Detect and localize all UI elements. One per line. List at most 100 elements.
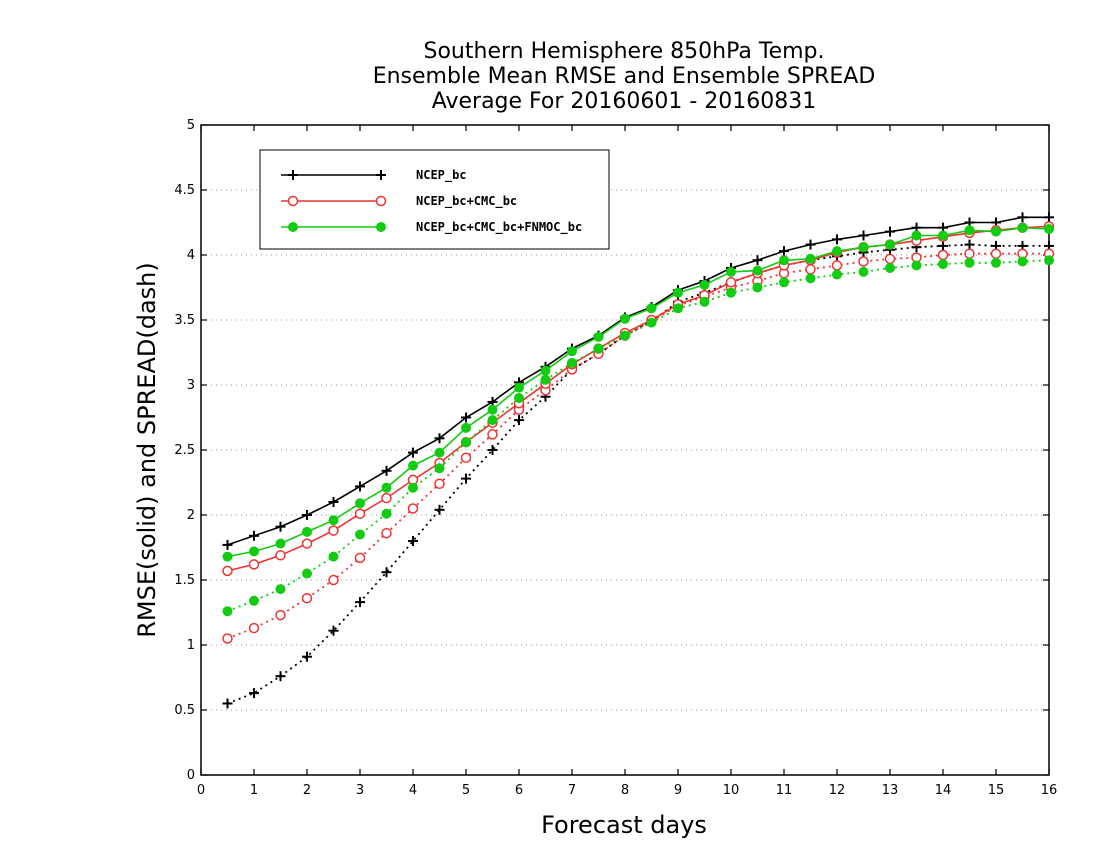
rmse-point [540,365,551,376]
x-tick-label: 2 [303,783,311,798]
spread-point [805,273,816,284]
spread-point [752,282,763,293]
spread-point [381,527,392,539]
rmse-point [461,422,471,433]
spread-point [408,482,418,493]
spread-point [222,606,233,617]
spread-point [514,415,524,426]
spread-point [487,415,498,426]
x-tick-label: 11 [776,783,793,798]
spread-point [275,671,286,682]
spread-point [779,277,789,288]
rmse-point [699,279,710,290]
spread-point [461,437,471,448]
rmse-line-ncep-bc-cmc-bc [227,225,1050,572]
x-tick-label: 14 [935,783,952,798]
spread-point [593,343,604,354]
spread-point [831,260,843,271]
legend-marker [288,222,298,232]
rmse-point [832,246,842,257]
spread-point [858,266,869,277]
x-tick-label: 15 [988,783,1005,798]
series-ncep-bc [222,212,1054,709]
spread-point [938,240,948,251]
x-axis-label: Forecast days [541,811,707,839]
rmse-point [355,498,365,509]
x-tick-label: 12 [829,783,846,798]
rmse-point [726,266,736,277]
spread-point [1017,256,1028,267]
rmse-line-ncep-bc-cmc-bc-fnmoc-bc [227,226,1050,558]
chart-title-line-2: Ensemble Mean RMSE and Ensemble SPREAD [373,64,876,89]
y-tick-label: 4 [187,248,195,263]
x-tick-label: 3 [356,783,364,798]
x-tick-label: 13 [882,783,899,798]
spread-point [434,504,445,515]
x-tick-label: 5 [462,783,470,798]
rmse-point [275,550,286,561]
y-tick-label: 4.5 [174,183,195,198]
y-tick-label: 3.5 [174,313,195,328]
spread-point [461,473,471,484]
spread-point [884,253,896,265]
y-tick-label: 0 [187,768,195,783]
spread-point [938,259,948,270]
rmse-point [381,465,392,476]
rmse-point [620,313,630,324]
chart-title-line-3: Average For 20160601 - 20160831 [432,89,817,114]
spread-point [805,264,816,275]
spread-point [381,508,392,519]
rmse-point [381,492,392,504]
rmse-point [328,525,339,536]
rmse-point [673,287,683,298]
spread-point [885,263,895,273]
spread-point [301,592,313,604]
spread-point [964,257,975,268]
legend-label: NCEP_bc+CMC_bc [416,194,517,209]
y-tick-label: 1.5 [174,573,195,588]
y-tick-label: 2.5 [174,443,195,458]
x-tick-label: 1 [250,783,258,798]
x-tick-label: 16 [1041,783,1058,798]
rmse-point [408,447,418,458]
spread-point [248,622,260,634]
rmse-point [911,230,922,241]
rmse-point [461,412,471,423]
chart-title-line-1: Southern Hemisphere 850hPa Temp. [424,39,825,64]
rmse-point [301,538,313,549]
rmse-point [1017,222,1028,233]
legend: NCEP_bc NCEP_bc+CMC_bc NCEP_bc+CMC_bc+FNMO… [259,149,610,250]
spread-point [222,633,233,644]
x-tick-label: 6 [515,783,523,798]
legend-box [259,149,610,250]
spread-point [460,452,472,464]
x-tick-label: 0 [197,783,205,798]
spread-point [487,429,498,440]
legend-marker [287,195,299,207]
rmse-point [593,331,604,342]
rmse-point [858,230,869,241]
rmse-point [832,234,842,245]
spread-point [540,374,551,385]
rmse-point [328,497,339,507]
spread-point [222,698,233,709]
y-tick-label: 3 [187,378,195,393]
spread-point [381,567,392,578]
rmse-point [275,538,286,549]
legend-marker [376,222,386,232]
rmse-point [885,239,895,250]
spread-point [328,574,339,586]
series-ncep-bc-cmc-bc-fnmoc-bc [222,222,1054,617]
rmse-point [434,447,445,458]
spread-point [249,595,259,606]
rmse-point [222,551,233,562]
spread-point [355,529,365,540]
rmse-line-ncep-bc [227,216,1049,546]
rmse-point [302,526,312,537]
rmse-point [938,230,948,241]
rmse-point [779,255,789,266]
spread-point [567,357,577,368]
spread-point [937,249,949,261]
spread-point [354,552,366,564]
